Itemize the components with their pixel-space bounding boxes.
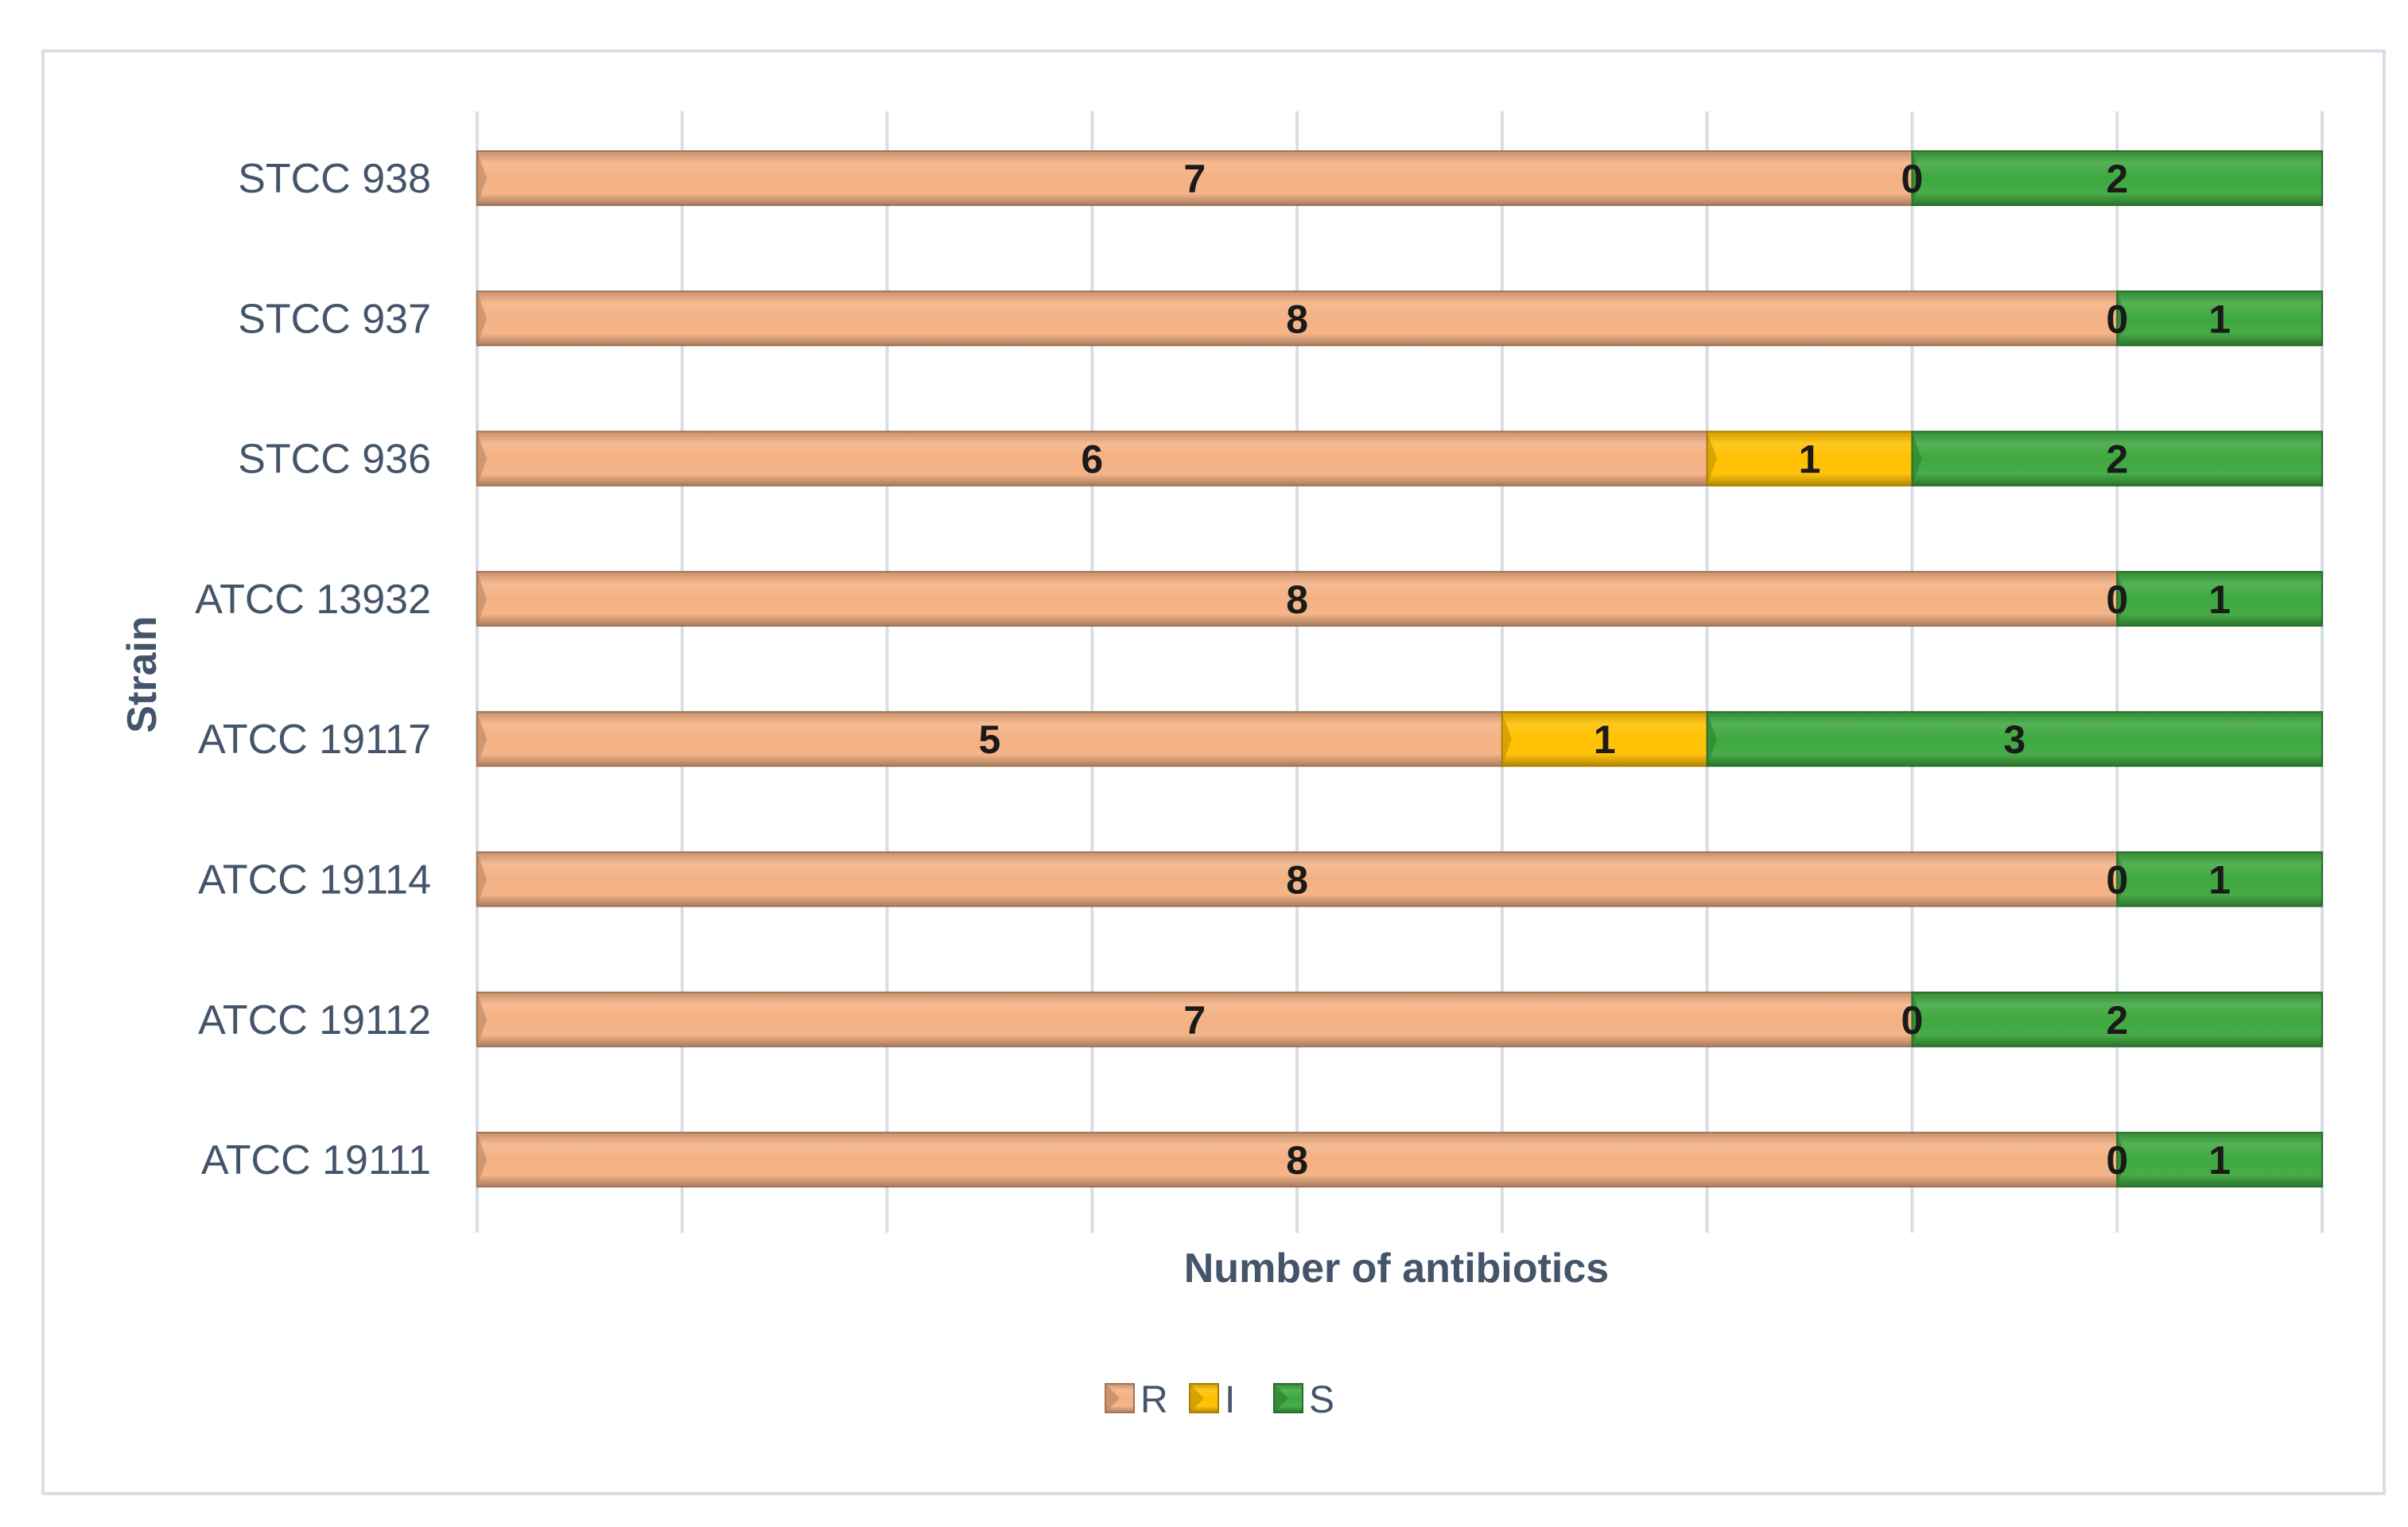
data-label: 8 — [1286, 1138, 1308, 1183]
bar-bevel — [1912, 992, 1922, 1047]
category-label: ATCC 19117 — [198, 717, 431, 763]
bar-bevel — [477, 712, 487, 767]
data-label: 1 — [2208, 297, 2231, 341]
data-label: 3 — [2003, 717, 2025, 762]
bar-segment-S — [2116, 1132, 2323, 1188]
data-label: 1 — [1594, 717, 1616, 762]
data-label: 1 — [2208, 577, 2231, 622]
bar-segment-R — [476, 991, 1913, 1047]
bar-segment-R — [476, 290, 2119, 347]
bar-segment-S — [1911, 430, 2323, 487]
legend-label-S: S — [1309, 1379, 1334, 1421]
data-label: 2 — [2106, 437, 2128, 482]
data-label: 7 — [1183, 157, 1206, 201]
legend-label-I: I — [1225, 1379, 1235, 1421]
category-label: ATCC 19112 — [198, 997, 431, 1043]
bar-bevel — [1707, 431, 1717, 486]
bar-bevel — [477, 852, 487, 907]
data-label: 6 — [1081, 437, 1103, 482]
bar-bevel — [2117, 571, 2127, 626]
bar-bevel — [1501, 712, 1512, 767]
bars — [476, 150, 2324, 1188]
bar-segment-S — [1911, 991, 2323, 1047]
data-label: 7 — [1183, 998, 1206, 1043]
category-label: STCC 937 — [238, 296, 431, 342]
bar-bevel — [1912, 151, 1922, 205]
bar-bevel — [477, 992, 487, 1047]
bar-bevel — [477, 1133, 487, 1187]
legend-swatch-bevel — [1105, 1384, 1120, 1412]
bar-bevel — [1707, 712, 1717, 767]
bar-segment-S — [2116, 851, 2323, 907]
value-labels: 7 0 2 8 0 1 6 1 2 8 0 1 5 1 3 8 0 1 7 0 2 8 0 1 — [979, 157, 2231, 1183]
bar-bevel — [1912, 431, 1922, 486]
bar-bevel — [477, 151, 487, 205]
bar-segment-R — [476, 711, 1503, 767]
bar-segment-R — [476, 851, 2119, 907]
data-label: 1 — [1799, 437, 1821, 482]
y-axis-title: Strain — [119, 616, 165, 732]
data-label: 0 — [2106, 297, 2128, 341]
legend-swatch-bevel — [1274, 1384, 1288, 1412]
bar-bevel — [477, 571, 487, 626]
data-label: 1 — [2208, 1138, 2231, 1183]
bar-segment-R — [476, 570, 2119, 627]
data-label: 5 — [979, 717, 1001, 762]
data-label: 0 — [2106, 577, 2128, 622]
data-label: 8 — [1286, 858, 1308, 903]
data-label: 0 — [2106, 1138, 2128, 1183]
legend-label-R: R — [1140, 1379, 1168, 1421]
data-label: 0 — [1901, 998, 1924, 1043]
data-label: 8 — [1286, 577, 1308, 622]
data-label: 8 — [1286, 297, 1308, 341]
legend-swatch-bevel — [1190, 1384, 1204, 1412]
bar-bevel — [477, 431, 487, 486]
data-label: 2 — [2106, 998, 2128, 1043]
bar-bevel — [477, 291, 487, 346]
category-label: ATCC 13932 — [195, 577, 431, 623]
bar-bevel — [2117, 852, 2127, 907]
data-label: 0 — [1901, 157, 1924, 201]
bar-bevel — [2117, 291, 2127, 346]
category-label: STCC 938 — [238, 156, 431, 202]
data-label: 1 — [2208, 858, 2231, 903]
x-axis-title: Number of antibiotics — [1184, 1245, 1609, 1292]
bar-segment-I — [1501, 711, 1708, 767]
category-labels: STCC 938 STCC 937 STCC 936 ATCC 13932 ATCC 1… — [195, 156, 431, 1183]
category-label: ATCC 19114 — [198, 857, 431, 903]
data-label: 2 — [2106, 157, 2128, 201]
category-label: ATCC 19111 — [201, 1137, 431, 1183]
bar-segment-S — [1706, 711, 2324, 767]
bar-bevel — [2117, 1133, 2127, 1187]
data-label: 0 — [2106, 858, 2128, 903]
bar-segment-I — [1706, 430, 1913, 487]
category-label: STCC 936 — [238, 437, 431, 483]
